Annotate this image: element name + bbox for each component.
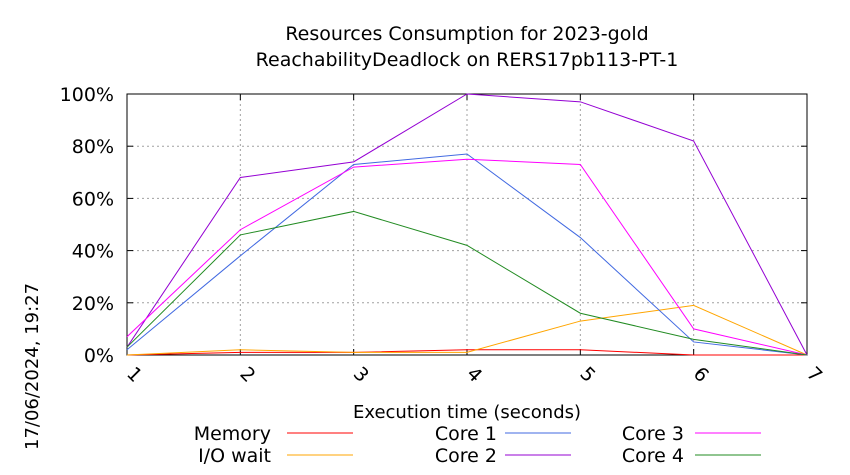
legend-label-core-3: Core 3 bbox=[622, 423, 684, 445]
y-tick-label: 60% bbox=[72, 188, 114, 210]
y-tick-label: 20% bbox=[72, 293, 114, 315]
x-tick-label: 3 bbox=[349, 363, 373, 387]
legend-label-core-4: Core 4 bbox=[622, 445, 684, 467]
x-tick-label: 7 bbox=[802, 363, 826, 387]
legend-label-memory: Memory bbox=[194, 423, 271, 445]
chart-subtitle: ReachabilityDeadlock on RERS17pb113-PT-1 bbox=[256, 49, 679, 71]
y-tick-label: 40% bbox=[72, 241, 114, 263]
x-tick-label: 1 bbox=[122, 363, 146, 387]
x-tick-label: 2 bbox=[236, 363, 260, 387]
y-axis-ticks: 0% 20% 40% 60% 80% 100% bbox=[60, 84, 807, 367]
series-line-core-4 bbox=[126, 210, 808, 356]
x-axis-label: Execution time (seconds) bbox=[353, 402, 581, 423]
grid-lines bbox=[127, 94, 807, 355]
legend-label-core-2: Core 2 bbox=[435, 445, 497, 467]
timestamp-label: 17/06/2024, 19:27 bbox=[22, 283, 43, 450]
series-lines bbox=[126, 93, 808, 356]
series-line-core-1 bbox=[126, 153, 808, 356]
x-tick-label: 5 bbox=[576, 363, 600, 387]
y-tick-label: 0% bbox=[84, 345, 114, 367]
legend-label-core-1: Core 1 bbox=[435, 423, 497, 445]
y-tick-label: 100% bbox=[60, 84, 114, 106]
x-tick-label: 4 bbox=[462, 363, 486, 387]
chart-title: Resources Consumption for 2023-gold bbox=[285, 23, 648, 45]
y-tick-label: 80% bbox=[72, 136, 114, 158]
series-line-core-3 bbox=[126, 158, 808, 356]
series-line-memory bbox=[126, 349, 807, 356]
series-line-i-o-wait bbox=[126, 304, 808, 356]
x-tick-label: 6 bbox=[689, 363, 713, 387]
legend-label-i-o-wait: I/O wait bbox=[198, 445, 271, 467]
series-line-core-2 bbox=[126, 93, 808, 356]
